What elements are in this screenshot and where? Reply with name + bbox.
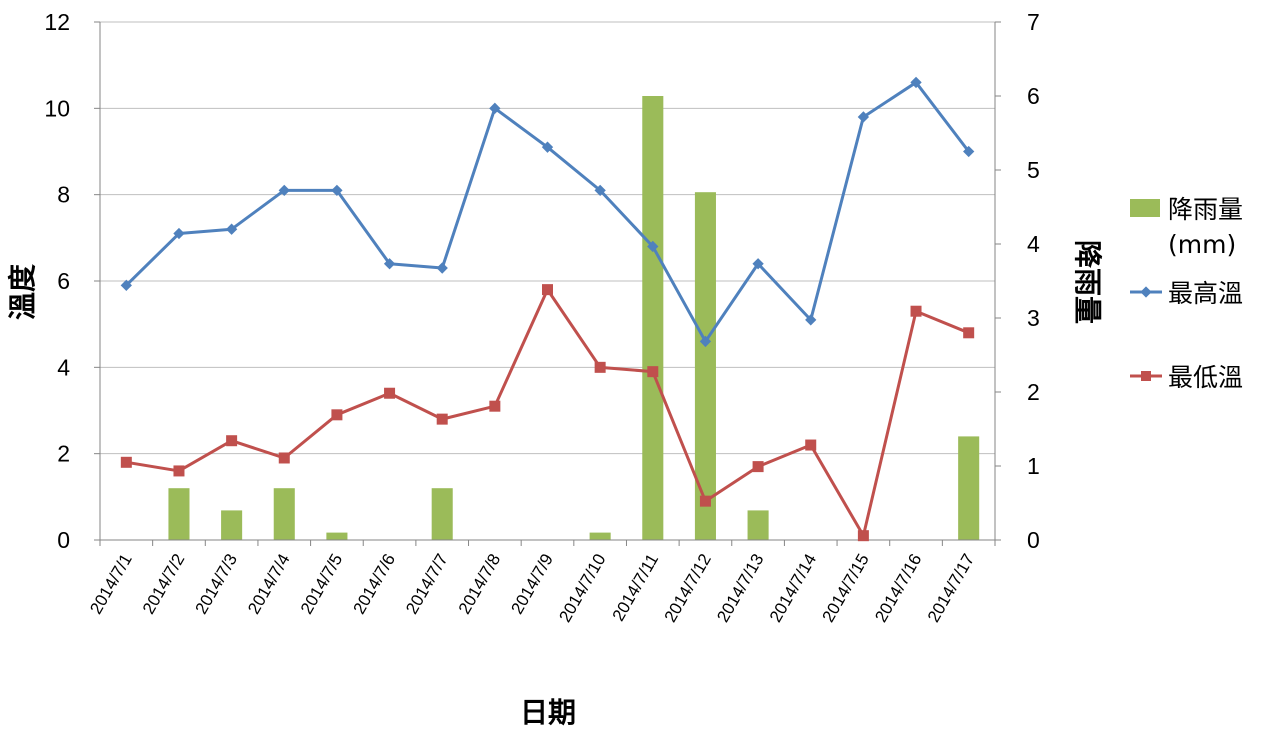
x-tick-label-1: 2014/7/2 (139, 551, 189, 618)
point-max-temp-12 (752, 258, 764, 270)
legend-swatch-rainfall (1130, 199, 1160, 217)
point-min-temp-10 (647, 366, 659, 378)
bar-rainfall-2 (221, 510, 243, 540)
point-max-temp-13 (805, 314, 817, 326)
point-min-temp-5 (384, 387, 396, 399)
bar-rainfall-3 (273, 488, 295, 540)
bar-rainfall-9 (589, 532, 611, 540)
x-tick-label-4: 2014/7/5 (297, 551, 347, 618)
y-right-tick-label-7: 7 (1027, 9, 1040, 35)
bar-rainfall-4 (326, 532, 348, 540)
point-min-temp-7 (489, 400, 501, 412)
y-right-tick-label-1: 1 (1027, 453, 1040, 479)
x-tick-label-2: 2014/7/3 (192, 551, 242, 618)
point-min-temp-14 (857, 530, 869, 542)
y-left-tick-label-4: 8 (57, 182, 70, 208)
point-max-temp-8 (541, 141, 554, 153)
x-tick-label-3: 2014/7/4 (244, 551, 294, 618)
point-min-temp-8 (542, 284, 553, 296)
point-min-temp-16 (963, 327, 975, 339)
y-right-tick-label-2: 2 (1027, 379, 1040, 405)
y-axis-left-title: 溫度 (6, 264, 39, 320)
point-min-temp-6 (436, 413, 448, 425)
point-min-temp-15 (910, 305, 922, 317)
point-max-temp-16 (963, 145, 975, 158)
y-left-tick-label-6: 12 (44, 9, 70, 35)
rainfall-bars (168, 96, 980, 540)
point-max-temp-2 (225, 223, 238, 235)
legend: 降雨量 (mm) 最高溫 最低溫 (1130, 195, 1243, 392)
y-right-tick-label-5: 5 (1027, 157, 1040, 183)
x-tick-label-10: 2014/7/11 (609, 551, 663, 625)
point-min-temp-1 (173, 465, 185, 477)
y-left-tick-label-2: 4 (57, 354, 70, 380)
y-right-tick-label-3: 3 (1027, 305, 1040, 331)
point-max-temp-3 (278, 184, 290, 197)
point-min-temp-9 (594, 361, 606, 373)
point-max-temp-10 (647, 240, 659, 253)
x-tick-label-0: 2014/7/1 (86, 551, 136, 618)
legend-label-min-temp: 最低溫 (1168, 363, 1243, 392)
axes (94, 21, 1001, 546)
x-tick-label-9: 2014/7/10 (555, 551, 609, 626)
line-max-temp (125, 80, 970, 343)
point-min-temp-4 (331, 409, 343, 421)
x-tick-label-15: 2014/7/16 (871, 551, 925, 626)
y-left-tick-label-1: 2 (57, 441, 70, 467)
legend-marker-min-temp (1141, 371, 1151, 381)
x-tick-label-12: 2014/7/13 (713, 551, 767, 626)
point-max-temp-6 (436, 262, 448, 274)
point-min-temp-2 (226, 435, 238, 447)
point-max-temp-4 (331, 184, 343, 197)
legend-label-max-temp: 最高溫 (1168, 279, 1243, 308)
point-min-temp-13 (805, 439, 817, 451)
y-left-tick-label-0: 0 (57, 527, 70, 553)
gridlines (100, 21, 995, 541)
bar-rainfall-16 (958, 436, 980, 540)
point-min-temp-11 (699, 495, 711, 507)
y-right-tick-label-0: 0 (1027, 527, 1040, 553)
legend-label-rainfall-unit: (mm) (1168, 230, 1236, 259)
y-right-tick-label-6: 6 (1027, 83, 1040, 109)
bar-rainfall-10 (642, 96, 664, 540)
y-right-tick-label-4: 4 (1027, 231, 1040, 257)
x-tick-label-14: 2014/7/15 (819, 551, 873, 626)
y-left-tick-label-5: 10 (44, 95, 70, 121)
bar-rainfall-1 (168, 488, 190, 540)
point-max-temp-9 (594, 184, 606, 197)
bar-rainfall-11 (694, 192, 716, 540)
point-max-temp-11 (699, 335, 712, 348)
bar-rainfall-12 (747, 510, 769, 540)
y-axis-right-title: 降雨量 (1071, 240, 1104, 324)
point-max-temp-1 (173, 227, 185, 240)
legend-label-rainfall: 降雨量 (1168, 195, 1243, 224)
x-tick-label-16: 2014/7/17 (924, 551, 978, 626)
point-min-temp-12 (752, 461, 764, 473)
point-max-temp-5 (383, 258, 396, 270)
x-tick-label-6: 2014/7/7 (402, 551, 452, 618)
legend-marker-max-temp (1140, 286, 1152, 298)
x-tick-label-5: 2014/7/6 (349, 551, 399, 618)
point-min-temp-0 (120, 456, 132, 468)
line-min-temp (126, 288, 970, 538)
x-tick-label-7: 2014/7/8 (455, 551, 505, 618)
bar-rainfall-6 (431, 488, 453, 540)
x-tick-label-11: 2014/7/12 (661, 551, 715, 626)
temperature-lines (120, 76, 975, 542)
point-min-temp-3 (278, 452, 290, 464)
x-tick-label-8: 2014/7/9 (507, 551, 557, 618)
x-tick-label-13: 2014/7/14 (766, 551, 820, 626)
x-axis-title: 日期 (520, 696, 576, 729)
y-left-tick-label-3: 6 (57, 268, 70, 294)
